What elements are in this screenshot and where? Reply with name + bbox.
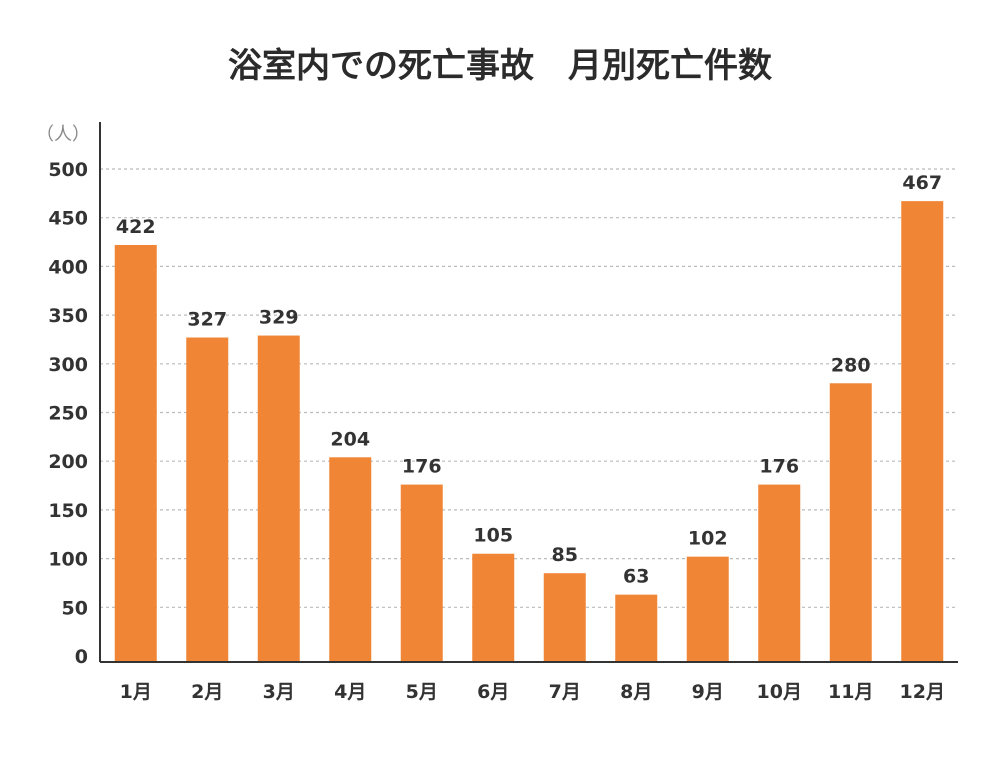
data-label: 329 [259, 307, 299, 329]
y-tick-label: 450 [48, 208, 88, 230]
data-label: 176 [759, 456, 799, 478]
x-tick-label: 8月 [620, 681, 652, 703]
x-tick-label: 1月 [120, 681, 152, 703]
bar [400, 484, 443, 662]
x-tick-label: 9月 [692, 681, 724, 703]
x-tick-label: 11月 [828, 681, 873, 703]
data-labels: 422 327 329 204 176 105 85 63 102 176 280 467 [116, 172, 942, 587]
x-tick-label: 3月 [263, 681, 295, 703]
chart-title: 浴室内での死亡事故 月別死亡件数 [228, 46, 772, 86]
data-label: 327 [187, 309, 227, 331]
x-tick-labels: 1月 2月 3月 4月 5月 6月 7月 8月 9月 10月 11月 12月 [120, 681, 945, 703]
grid-lines [100, 168, 958, 608]
data-label: 467 [902, 172, 942, 194]
data-label: 280 [831, 354, 871, 376]
bar [186, 337, 229, 662]
x-tick-label: 5月 [406, 681, 438, 703]
bar [686, 556, 729, 662]
bar [758, 484, 801, 662]
data-label: 63 [623, 566, 649, 588]
bar [472, 553, 515, 662]
bar [114, 244, 157, 663]
x-tick-label: 10月 [757, 681, 802, 703]
y-tick-label: 250 [48, 403, 88, 425]
x-tick-label: 6月 [477, 681, 509, 703]
data-label: 422 [116, 216, 156, 238]
x-tick-label: 4月 [334, 681, 366, 703]
y-tick-label: 100 [48, 549, 88, 571]
y-tick-label: 200 [48, 451, 88, 473]
y-tick-label: 500 [48, 159, 88, 181]
data-label: 85 [552, 544, 578, 566]
bar [829, 383, 872, 662]
y-tick-label: 300 [48, 354, 88, 376]
x-tick-label: 2月 [191, 681, 223, 703]
bars [114, 201, 944, 663]
y-tick-label: 400 [48, 256, 88, 278]
data-label: 102 [688, 528, 728, 550]
bar [257, 335, 300, 662]
x-tick-label: 12月 [900, 681, 945, 703]
data-label: 105 [473, 525, 513, 547]
axes: （人） [36, 122, 958, 663]
y-tick-label: 0 [75, 646, 88, 668]
y-tick-label: 150 [48, 500, 88, 522]
bar [543, 573, 586, 662]
y-tick-label: 50 [62, 597, 88, 619]
y-tick-labels: 0 50 100 150 200 250 300 350 400 450 500 [48, 159, 88, 668]
bar [615, 594, 658, 662]
y-axis-unit-label: （人） [36, 124, 90, 145]
bar [901, 201, 944, 662]
bar [329, 457, 372, 662]
data-label: 204 [330, 428, 370, 450]
y-tick-label: 350 [48, 305, 88, 327]
data-label: 176 [402, 456, 442, 478]
x-tick-label: 7月 [549, 681, 581, 703]
